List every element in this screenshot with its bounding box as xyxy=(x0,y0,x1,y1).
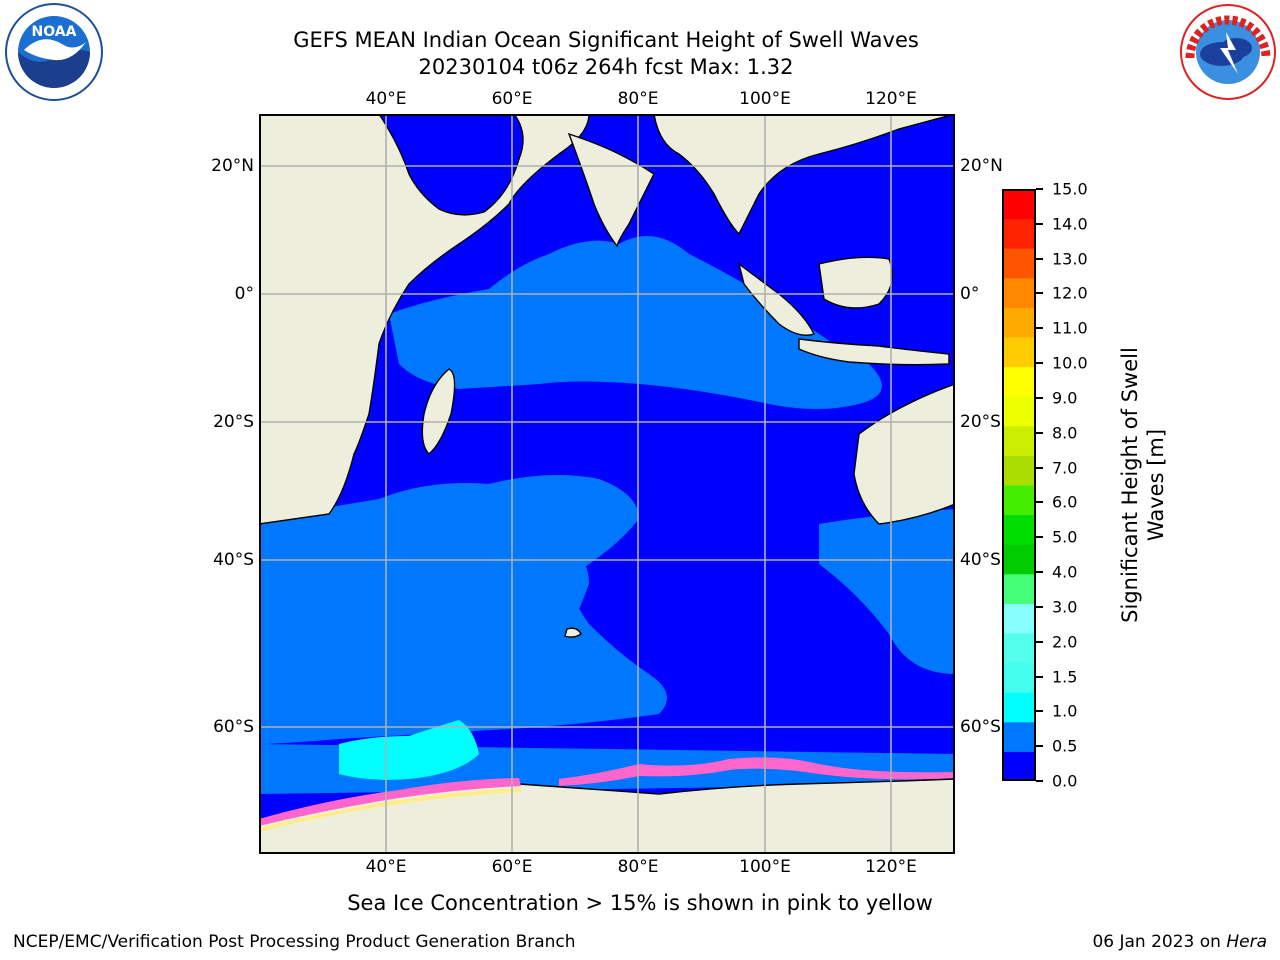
colorbar-segment xyxy=(1002,189,1036,220)
sea-ice-high xyxy=(259,788,521,832)
colorbar-tick-label: 1.5 xyxy=(1052,667,1078,687)
colorbar-tick-mark xyxy=(1036,571,1043,574)
colorbar-segment xyxy=(1002,455,1036,486)
lon-label-top: 40°E xyxy=(365,89,407,109)
lat-label-right: 40°S xyxy=(960,550,1001,570)
colorbar-segment xyxy=(1002,485,1036,516)
ocean-high-swell xyxy=(339,720,479,780)
lat-label-left: 20°S xyxy=(213,412,254,432)
colorbar-segment xyxy=(1002,751,1036,782)
colorbar-tick-mark xyxy=(1036,362,1043,365)
colorbar-label: Significant Height of Swell Waves [m] xyxy=(1117,335,1168,635)
colorbar-tick-label: 11.0 xyxy=(1052,318,1088,338)
colorbar-tick-mark xyxy=(1036,501,1043,504)
colorbar-tick-label: 5.0 xyxy=(1052,527,1078,547)
map-panel xyxy=(259,114,955,854)
colorbar-tick-label: 15.0 xyxy=(1052,179,1088,199)
colorbar-tick-mark xyxy=(1036,188,1043,190)
lat-label-right: 0° xyxy=(960,284,980,304)
colorbar-label-line2: Waves [m] xyxy=(1144,428,1168,542)
colorbar-segment xyxy=(1002,366,1036,397)
machine-name: Hera xyxy=(1226,932,1267,952)
colorbar-tick-mark xyxy=(1036,222,1043,225)
colorbar-segment xyxy=(1002,425,1036,456)
colorbar-tick-mark xyxy=(1036,780,1043,782)
colorbar-tick-label: 0.5 xyxy=(1052,736,1078,756)
lon-label-top: 60°E xyxy=(491,89,533,109)
swell-height-map xyxy=(259,114,955,854)
lat-label-right: 60°S xyxy=(960,717,1001,737)
lon-label-bottom: 60°E xyxy=(491,857,533,877)
lat-label-left: 0° xyxy=(234,284,254,304)
svg-text:NOAA: NOAA xyxy=(32,24,77,40)
colorbar-segment xyxy=(1002,721,1036,752)
colorbar-tick-label: 4.0 xyxy=(1052,562,1078,582)
lat-label-left: 20°N xyxy=(211,156,254,176)
chart-title: GEFS MEAN Indian Ocean Significant Heigh… xyxy=(293,28,919,52)
colorbar-tick-label: 1.0 xyxy=(1052,701,1078,721)
colorbar xyxy=(1002,189,1036,782)
colorbar-segment xyxy=(1002,573,1036,604)
lon-label-top: 120°E xyxy=(865,89,917,109)
colorbar-segment xyxy=(1002,514,1036,545)
colorbar-segment xyxy=(1002,633,1036,664)
colorbar-tick-mark xyxy=(1036,710,1043,713)
colorbar-frame xyxy=(1002,189,1036,781)
lon-label-top: 80°E xyxy=(617,89,659,109)
lon-label-bottom: 80°E xyxy=(617,857,659,877)
noaa-logo: NOAA xyxy=(2,2,106,102)
lat-label-left: 40°S xyxy=(213,550,254,570)
colorbar-tick-mark xyxy=(1036,431,1043,434)
colorbar-segment xyxy=(1002,396,1036,427)
colorbar-segment xyxy=(1002,218,1036,249)
colorbar-tick-mark xyxy=(1036,396,1043,399)
colorbar-tick-label: 13.0 xyxy=(1052,249,1088,269)
colorbar-tick-mark xyxy=(1036,536,1043,539)
graticule xyxy=(259,114,955,854)
colorbar-tick-label: 9.0 xyxy=(1052,388,1078,408)
colorbar-tick-label: 8.0 xyxy=(1052,423,1078,443)
colorbar-tick-mark xyxy=(1036,292,1043,295)
colorbar-tick-label: 14.0 xyxy=(1052,214,1088,234)
colorbar-tick-mark xyxy=(1036,605,1043,608)
map-frame xyxy=(259,114,955,854)
colorbar-label-line1: Significant Height of Swell xyxy=(1118,347,1142,623)
date-text: 06 Jan 2023 on xyxy=(1092,932,1221,952)
colorbar-segment xyxy=(1002,544,1036,575)
colorbar-segment xyxy=(1002,248,1036,279)
colorbar-segment xyxy=(1002,337,1036,368)
sea-ice-note: Sea Ice Concentration > 15% is shown in … xyxy=(347,891,933,915)
colorbar-segment xyxy=(1002,603,1036,634)
colorbar-segment xyxy=(1002,692,1036,723)
chart-subtitle: 20230104 t06z 264h fcst Max: 1.32 xyxy=(418,55,794,79)
colorbar-tick-label: 6.0 xyxy=(1052,492,1078,512)
lat-label-right: 20°N xyxy=(960,156,1003,176)
colorbar-tick-mark xyxy=(1036,466,1043,469)
colorbar-tick-mark xyxy=(1036,327,1043,330)
colorbar-tick-label: 7.0 xyxy=(1052,458,1078,478)
colorbar-segment xyxy=(1002,307,1036,338)
colorbar-tick-mark xyxy=(1036,675,1043,678)
colorbar-segment xyxy=(1002,277,1036,308)
colorbar-tick-label: 2.0 xyxy=(1052,632,1078,652)
lat-label-left: 60°S xyxy=(213,717,254,737)
colorbar-tick-label: 12.0 xyxy=(1052,283,1088,303)
lon-label-bottom: 100°E xyxy=(739,857,791,877)
colorbar-tick-mark xyxy=(1036,640,1043,643)
lon-label-bottom: 120°E xyxy=(865,857,917,877)
nws-logo xyxy=(1176,2,1280,102)
branch-credit: NCEP/EMC/Verification Post Processing Pr… xyxy=(13,932,576,952)
colorbar-tick-label: 0.0 xyxy=(1052,771,1078,791)
run-date: 06 Jan 2023 on Hera xyxy=(1092,932,1267,952)
colorbar-tick-label: 3.0 xyxy=(1052,597,1078,617)
colorbar-tick-mark xyxy=(1036,257,1043,260)
lon-label-bottom: 40°E xyxy=(365,857,407,877)
colorbar-segment xyxy=(1002,662,1036,693)
lon-label-top: 100°E xyxy=(739,89,791,109)
lat-label-right: 20°S xyxy=(960,412,1001,432)
colorbar-tick-mark xyxy=(1036,745,1043,748)
colorbar-tick-label: 10.0 xyxy=(1052,353,1088,373)
